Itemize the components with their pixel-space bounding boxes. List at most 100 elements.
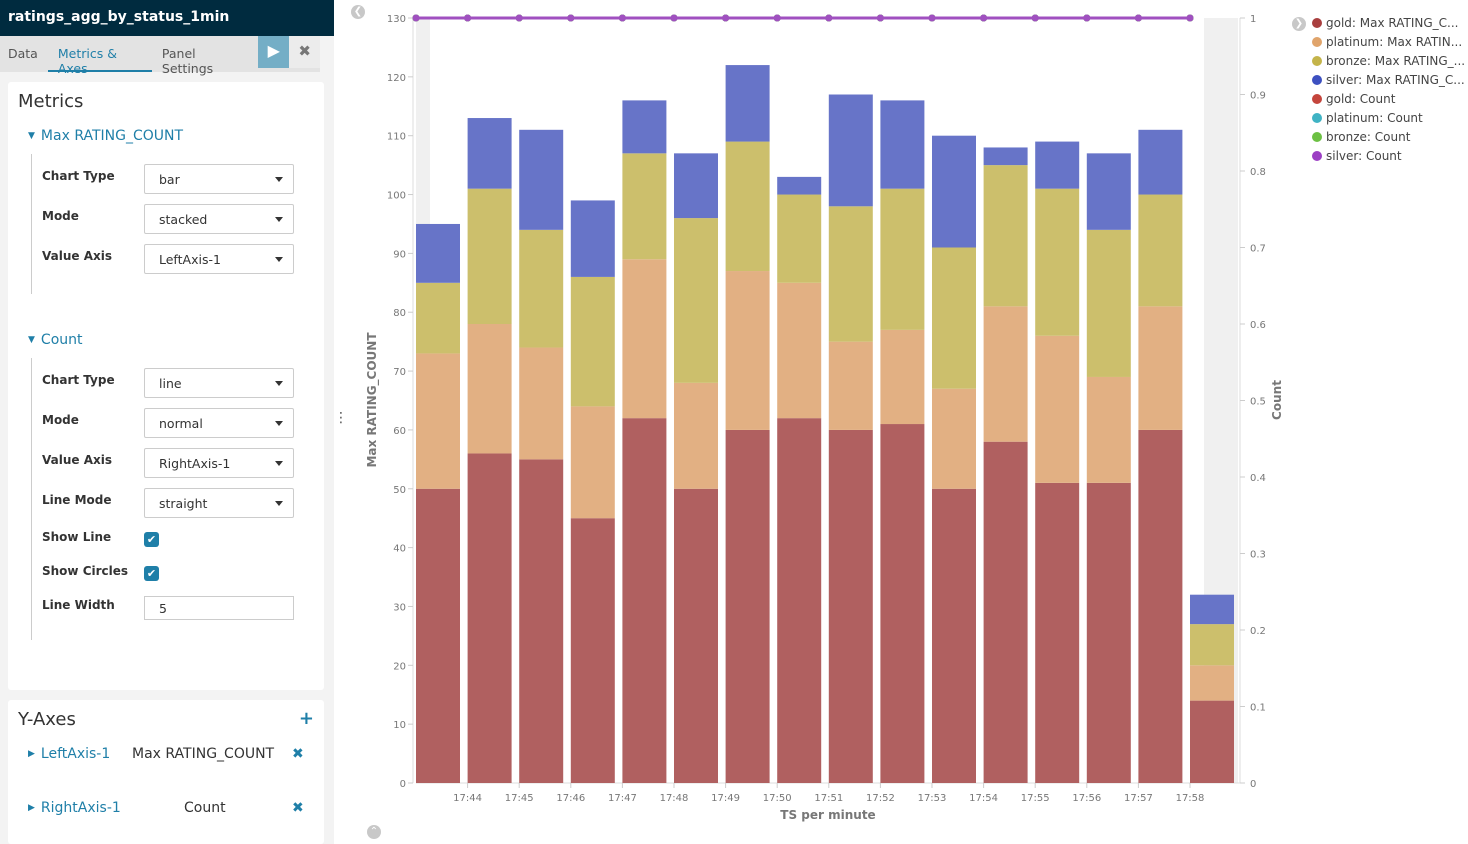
legend-dot-icon[interactable] (1312, 55, 1322, 66)
bar-segment (519, 347, 564, 460)
bar-segment (622, 153, 667, 260)
collapse-up-icon[interactable]: ⌃ (367, 825, 381, 839)
field-label: Value Axis (42, 453, 112, 467)
y-axes-heading: Y-Axes (18, 709, 76, 730)
bar-segment (932, 388, 976, 489)
remove-axis-icon[interactable]: ✖ (292, 800, 304, 816)
bar-segment (725, 271, 770, 430)
legend-dot-icon[interactable] (1312, 112, 1322, 123)
caret-down-icon (275, 217, 283, 222)
resize-handle[interactable]: ⋮ (334, 0, 348, 844)
chart-type-select[interactable]: bar (144, 164, 294, 194)
legend-label: platinum: Count (1326, 110, 1423, 125)
y2-tick-label: 0.5 (1250, 397, 1266, 408)
axis-item-left[interactable]: ▶ LeftAxis-1 (28, 746, 111, 762)
legend-toggle-icon[interactable]: ❯ (1292, 17, 1306, 31)
panel-title: ratings_agg_by_status_1min (0, 0, 334, 36)
discard-close-button[interactable]: ✖ (289, 36, 320, 68)
bar-segment (880, 100, 925, 189)
apply-play-button[interactable]: ▶ (258, 36, 290, 68)
axis-item-right[interactable]: ▶ RightAxis-1 (28, 800, 121, 816)
bar-segment (1086, 376, 1131, 483)
caret-down-icon (275, 177, 283, 182)
line-width-input[interactable]: 5 (144, 596, 294, 620)
chart-type-select[interactable]: line (144, 368, 294, 398)
count-point (412, 14, 420, 22)
legend-item[interactable]: gold: Max RATING_C... (1312, 13, 1465, 32)
x-tick-label: 17:45 (505, 793, 534, 804)
count-point (567, 14, 575, 22)
bar-segment (725, 429, 770, 783)
bar-segment (416, 488, 460, 783)
field-label: Chart Type (42, 373, 115, 387)
caret-down-icon (275, 381, 283, 386)
legend-item[interactable]: silver: Max RATING_C... (1312, 70, 1465, 89)
metrics-heading: Metrics (18, 91, 84, 112)
bar-segment (1086, 482, 1131, 783)
bar-segment (880, 188, 925, 330)
legend-dot-icon[interactable] (1312, 17, 1322, 28)
bar-segment (622, 100, 667, 154)
y-tick-label: 100 (387, 191, 406, 202)
count-point (876, 14, 884, 22)
legend-item[interactable]: silver: Count (1312, 146, 1465, 165)
metrics-card: Metrics ▼ Max RATING_COUNT Chart Type bar… (8, 82, 324, 690)
y-tick-label: 10 (393, 720, 406, 731)
count-point (464, 14, 472, 22)
bar-segment (725, 141, 770, 272)
line-mode-select[interactable]: straight (144, 488, 294, 518)
add-axis-button[interactable]: + (298, 708, 314, 729)
legend-dot-icon[interactable] (1312, 150, 1322, 161)
field-label: Line Mode (42, 493, 112, 507)
bar-segment (983, 165, 1028, 307)
count-point (1186, 14, 1194, 22)
show-line-checkbox[interactable]: ✔ (144, 532, 159, 547)
legend-item[interactable]: platinum: Max RATIN... (1312, 32, 1465, 51)
legend-item[interactable]: platinum: Count (1312, 108, 1465, 127)
legend-dot-icon[interactable] (1312, 36, 1322, 47)
show-circles-checkbox[interactable]: ✔ (144, 566, 159, 581)
editor-sidebar: ratings_agg_by_status_1min Data Metrics … (0, 0, 334, 844)
tab-panel-settings[interactable]: Panel Settings (161, 46, 214, 76)
bar-segment (932, 488, 976, 783)
group-indent-line (31, 358, 32, 640)
y2-tick-label: 0.4 (1250, 473, 1266, 484)
legend-item[interactable]: gold: Count (1312, 89, 1465, 108)
bar-segment (1035, 335, 1080, 483)
legend: gold: Max RATING_C... platinum: Max RATIN… (1312, 13, 1465, 165)
show-line-label: Show Line (42, 530, 112, 544)
bar-segment (1138, 194, 1183, 307)
count-point (1083, 14, 1091, 22)
bar-segment (519, 129, 564, 230)
mode-select[interactable]: stacked (144, 204, 294, 234)
legend-dot-icon[interactable] (1312, 93, 1322, 104)
legend-dot-icon[interactable] (1312, 131, 1322, 142)
legend-dot-icon[interactable] (1312, 74, 1322, 85)
legend-item[interactable]: bronze: Max RATING_... (1312, 51, 1465, 70)
tab-metrics-axes[interactable]: Metrics & Axes (47, 36, 152, 76)
y-tick-label: 20 (393, 661, 406, 672)
y2-tick-label: 0.1 (1250, 703, 1266, 714)
collapse-sidebar-icon[interactable]: ❮ (351, 5, 365, 19)
line-width-label: Line Width (42, 598, 115, 612)
bar-segment (1190, 665, 1234, 701)
legend-item[interactable]: bronze: Count (1312, 127, 1465, 146)
legend-label: silver: Count (1326, 148, 1402, 163)
metric-group-max-rating-count[interactable]: ▼ Max RATING_COUNT (28, 128, 184, 144)
bar-segment (467, 324, 512, 454)
metric-group-count[interactable]: ▼ Count (28, 332, 83, 348)
tab-data[interactable]: Data (8, 46, 38, 61)
bar-segment (880, 329, 925, 425)
x-tick-label: 17:57 (1124, 793, 1153, 804)
bar-segment (467, 188, 512, 324)
value-axis-select[interactable]: LeftAxis-1 (144, 244, 294, 274)
remove-axis-icon[interactable]: ✖ (292, 746, 304, 762)
count-point (515, 14, 523, 22)
bar-segment (674, 153, 718, 219)
value-axis-select[interactable]: RightAxis-1 (144, 448, 294, 478)
group-indent-line (31, 154, 32, 294)
mode-select[interactable]: normal (144, 408, 294, 438)
bar-segment (777, 176, 822, 195)
count-point (980, 14, 988, 22)
y-tick-label: 50 (393, 485, 406, 496)
